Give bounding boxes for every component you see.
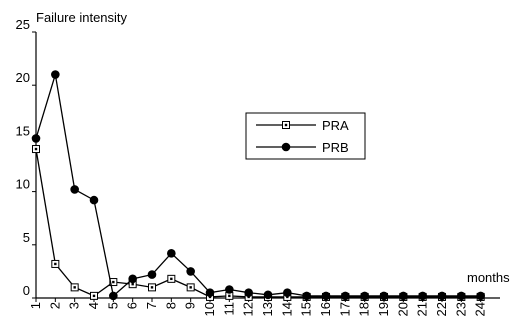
data-point-PRB <box>457 291 466 301</box>
data-point-PRB <box>109 291 118 301</box>
x-tick-label: 16 <box>318 302 333 316</box>
x-tick-label: 2 <box>47 302 62 309</box>
x-tick-label: 5 <box>105 302 120 309</box>
x-tick-label: 24 <box>473 302 488 316</box>
data-point-PRB <box>399 291 408 301</box>
y-tick-label: 15 <box>16 123 30 138</box>
data-point-PRA <box>70 283 79 292</box>
series-layer <box>31 70 485 301</box>
x-tick-label: 8 <box>163 302 178 309</box>
x-tick-label: 14 <box>279 302 294 316</box>
data-point-PRB <box>321 291 331 301</box>
series-PRA <box>32 145 485 301</box>
y-ticks: 0 5 10 15 20 25 <box>16 17 36 299</box>
x-tick-label: 4 <box>86 302 101 309</box>
data-point-PRB <box>263 290 273 300</box>
data-point-PRB <box>418 291 427 301</box>
x-tick-label: 19 <box>376 302 391 316</box>
x-tick-label: 11 <box>221 302 236 316</box>
data-point-PRB <box>437 291 447 301</box>
y-tick-label: 5 <box>23 230 30 245</box>
x-tick-label: 10 <box>202 302 217 316</box>
series-line-PRA <box>35 148 481 298</box>
y-tick-label: 25 <box>16 17 30 32</box>
data-point-PRB <box>360 291 369 301</box>
x-tick-label: 6 <box>125 302 140 309</box>
data-point-PRB <box>147 270 157 279</box>
data-point-PRB <box>244 288 253 297</box>
x-tick-label: 18 <box>357 302 372 316</box>
x-tick-label: 7 <box>144 302 159 309</box>
data-point-PRB <box>302 291 311 301</box>
data-point-PRA <box>148 283 156 292</box>
x-tick-label: 1 <box>28 302 43 309</box>
data-point-PRB <box>186 267 195 276</box>
data-point-PRB <box>89 195 99 205</box>
x-tick-label: 15 <box>299 302 314 316</box>
y-axis-title: Failure intensity <box>36 10 128 25</box>
data-point-PRB <box>70 185 79 194</box>
data-point-PRB <box>205 288 215 297</box>
x-tick-label: 9 <box>183 302 198 309</box>
x-tick-label: 20 <box>395 302 410 316</box>
legend-items: PRA PRB <box>256 118 349 155</box>
x-tick-label: 21 <box>415 302 430 316</box>
legend-box <box>245 112 366 160</box>
data-point-PRB <box>31 134 41 143</box>
legend-marker <box>282 121 290 129</box>
x-tick-label: 23 <box>453 302 468 316</box>
x-tick-label: 13 <box>260 302 275 316</box>
x-tick-label: 22 <box>434 302 449 316</box>
data-point-PRB <box>225 285 234 294</box>
data-point-PRA <box>167 274 176 283</box>
data-point-PRB <box>128 274 137 284</box>
y-tick-label: 10 <box>16 177 30 192</box>
data-point-PRA <box>32 145 40 154</box>
legend-item-PRB: PRB <box>256 140 349 155</box>
data-point-PRB <box>379 291 389 301</box>
y-tick-label: 0 <box>23 283 30 298</box>
x-tick-label: 3 <box>67 302 82 309</box>
data-point-PRA <box>186 283 195 292</box>
data-point-PRB <box>51 70 60 79</box>
legend-label: PRA <box>322 118 349 133</box>
legend-label: PRB <box>322 140 349 155</box>
data-point-PRB <box>341 291 350 301</box>
legend-marker <box>281 142 291 152</box>
data-point-PRA <box>51 259 60 268</box>
legend: PRA PRB <box>245 112 366 160</box>
legend-item-PRA: PRA <box>256 118 349 133</box>
data-point-PRB <box>283 288 292 297</box>
data-point-PRA <box>109 278 118 287</box>
x-axis-title: months <box>467 270 510 285</box>
series-line-PRB <box>35 74 481 298</box>
data-point-PRB <box>167 249 176 258</box>
series-PRB <box>31 70 485 301</box>
x-tick-label: 12 <box>241 302 256 316</box>
data-point-PRA <box>90 291 98 300</box>
x-tick-label: 17 <box>337 302 352 316</box>
data-point-PRB <box>476 291 485 301</box>
y-tick-label: 20 <box>16 70 30 85</box>
